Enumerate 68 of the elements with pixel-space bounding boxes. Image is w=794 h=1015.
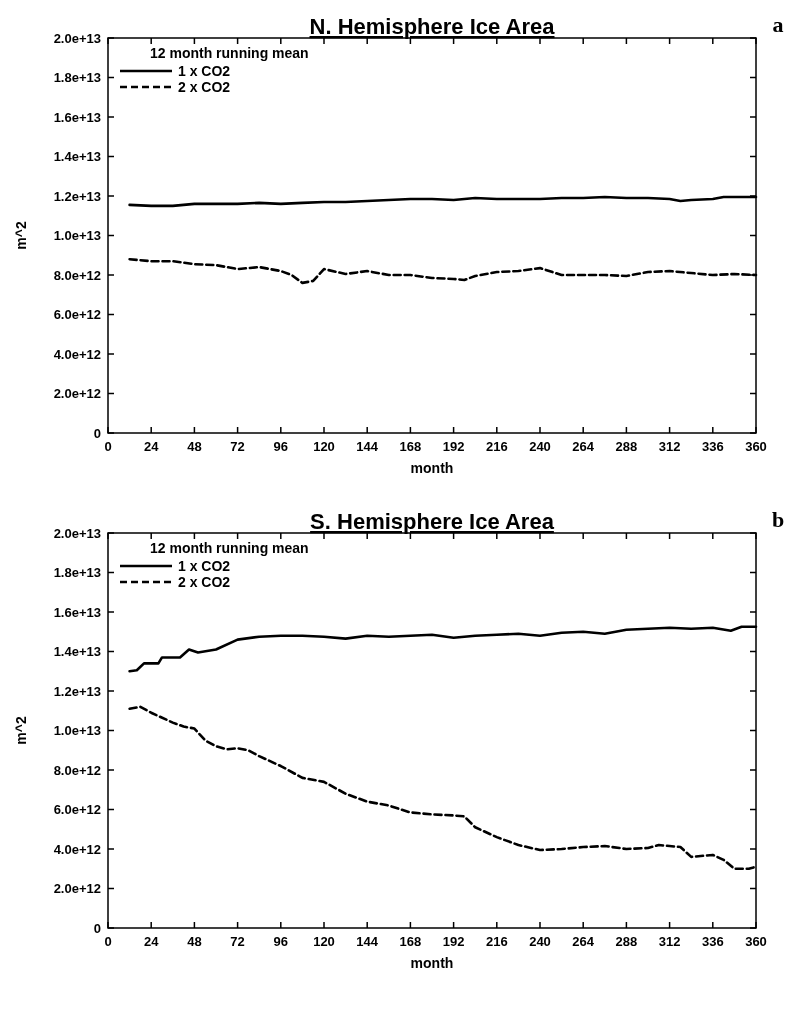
x-tick-label: 264: [572, 934, 595, 949]
x-tick-label: 48: [187, 439, 202, 454]
legend-label: 1 x CO2: [178, 63, 231, 79]
legend-label: 1 x CO2: [178, 558, 231, 574]
x-tick-label: 168: [399, 439, 422, 454]
x-tick-label: 144: [356, 934, 379, 949]
y-tick-label: 1.2e+13: [53, 683, 101, 699]
legend-label: 2 x CO2: [178, 79, 231, 95]
text: a: [772, 12, 784, 37]
y-tick-label: 1.2e+13: [53, 188, 101, 204]
y-tick-label: 2.0e+13: [53, 525, 101, 541]
y-tick-label: 4.0e+12: [53, 841, 101, 857]
legend-label: 2 x CO2: [178, 574, 231, 590]
y-tick-label: 1.4e+13: [53, 644, 101, 660]
x-tick-label: 312: [658, 439, 681, 454]
x-tick-label: 96: [273, 934, 289, 949]
y-tick-label: 4.0e+12: [53, 346, 101, 362]
y-tick-label: 1.0e+13: [53, 228, 101, 244]
chart-title: N. Hemisphere Ice Area: [309, 14, 556, 39]
y-tick-label: 1.0e+13: [53, 723, 101, 739]
x-tick-label: 312: [658, 934, 681, 949]
x-tick-label: 192: [442, 439, 465, 454]
x-tick-label: 216: [485, 934, 508, 949]
x-tick-label: 240: [529, 934, 551, 949]
x-axis-title: month: [410, 955, 454, 971]
x-tick-label: 360: [745, 439, 767, 454]
x-tick-label: 192: [442, 934, 465, 949]
x-tick-label: 264: [572, 439, 595, 454]
x-axis-title: month: [410, 460, 454, 476]
x-tick-label: 144: [356, 439, 379, 454]
y-tick-label: 1.6e+13: [53, 109, 101, 125]
y-axis-title: m^2: [13, 716, 29, 745]
legend-title: 12 month running mean: [150, 540, 309, 556]
y-tick-label: 6.0e+12: [53, 802, 101, 818]
x-tick-label: 360: [745, 934, 767, 949]
y-tick-label: 2.0e+12: [53, 881, 101, 897]
x-tick-label: 168: [399, 934, 422, 949]
y-axis-title: m^2: [13, 221, 29, 250]
y-tick-label: 8.0e+12: [53, 267, 101, 283]
y-tick-label: 6.0e+12: [53, 307, 101, 323]
x-tick-label: 72: [230, 934, 245, 949]
x-tick-label: 288: [615, 439, 638, 454]
y-tick-label: 0: [93, 425, 101, 441]
y-tick-label: 2.0e+13: [53, 30, 101, 46]
x-tick-label: 24: [143, 439, 160, 454]
x-tick-label: 336: [701, 439, 724, 454]
text: b: [771, 507, 785, 532]
y-tick-label: 8.0e+12: [53, 762, 101, 778]
x-tick-label: 0: [104, 934, 112, 949]
x-tick-label: 240: [529, 439, 551, 454]
chart-title: S. Hemisphere Ice Area: [310, 509, 555, 534]
y-tick-label: 1.8e+13: [53, 565, 101, 581]
x-tick-label: 24: [143, 934, 160, 949]
x-tick-label: 72: [230, 439, 245, 454]
x-tick-label: 48: [187, 934, 202, 949]
x-tick-label: 288: [615, 934, 638, 949]
x-tick-label: 0: [104, 439, 112, 454]
y-tick-label: 1.4e+13: [53, 149, 101, 165]
y-tick-label: 1.8e+13: [53, 70, 101, 86]
y-tick-label: 2.0e+12: [53, 386, 101, 402]
x-tick-label: 336: [701, 934, 724, 949]
x-tick-label: 216: [485, 439, 508, 454]
x-tick-label: 96: [273, 439, 289, 454]
legend-title: 12 month running mean: [150, 45, 309, 61]
y-tick-label: 1.6e+13: [53, 604, 101, 620]
y-tick-label: 0: [93, 920, 101, 936]
x-tick-label: 120: [313, 439, 335, 454]
x-tick-label: 120: [313, 934, 335, 949]
